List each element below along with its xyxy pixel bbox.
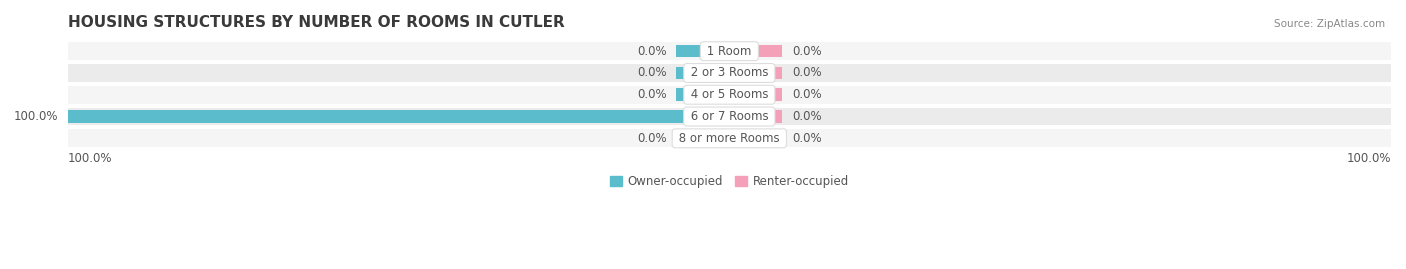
Bar [676,45,730,58]
Text: 1 Room: 1 Room [703,45,755,58]
Bar [67,42,1391,60]
Bar [676,89,730,101]
Legend: Owner-occupied, Renter-occupied: Owner-occupied, Renter-occupied [605,171,853,193]
Text: 100.0%: 100.0% [1347,152,1391,165]
Bar [730,67,782,79]
Text: 0.0%: 0.0% [792,132,823,145]
Text: 100.0%: 100.0% [13,110,58,123]
Text: 0.0%: 0.0% [792,110,823,123]
Text: 4 or 5 Rooms: 4 or 5 Rooms [686,88,772,101]
Text: 100.0%: 100.0% [67,152,112,165]
Text: HOUSING STRUCTURES BY NUMBER OF ROOMS IN CUTLER: HOUSING STRUCTURES BY NUMBER OF ROOMS IN… [67,15,564,30]
Bar [730,89,782,101]
Text: 0.0%: 0.0% [637,132,666,145]
Text: 0.0%: 0.0% [637,45,666,58]
Bar [730,132,782,145]
Bar [730,45,782,58]
Text: 0.0%: 0.0% [637,88,666,101]
Text: 0.0%: 0.0% [637,66,666,79]
Bar [730,110,782,123]
Bar [676,67,730,79]
Text: 0.0%: 0.0% [792,45,823,58]
Text: 0.0%: 0.0% [792,66,823,79]
Bar [676,132,730,145]
Bar [67,86,1391,104]
Bar [67,129,1391,147]
Bar [67,108,1391,125]
Text: 2 or 3 Rooms: 2 or 3 Rooms [686,66,772,79]
Bar [67,64,1391,82]
Text: 6 or 7 Rooms: 6 or 7 Rooms [686,110,772,123]
Bar [67,110,730,123]
Text: 0.0%: 0.0% [792,88,823,101]
Text: 8 or more Rooms: 8 or more Rooms [675,132,783,145]
Text: Source: ZipAtlas.com: Source: ZipAtlas.com [1274,19,1385,29]
